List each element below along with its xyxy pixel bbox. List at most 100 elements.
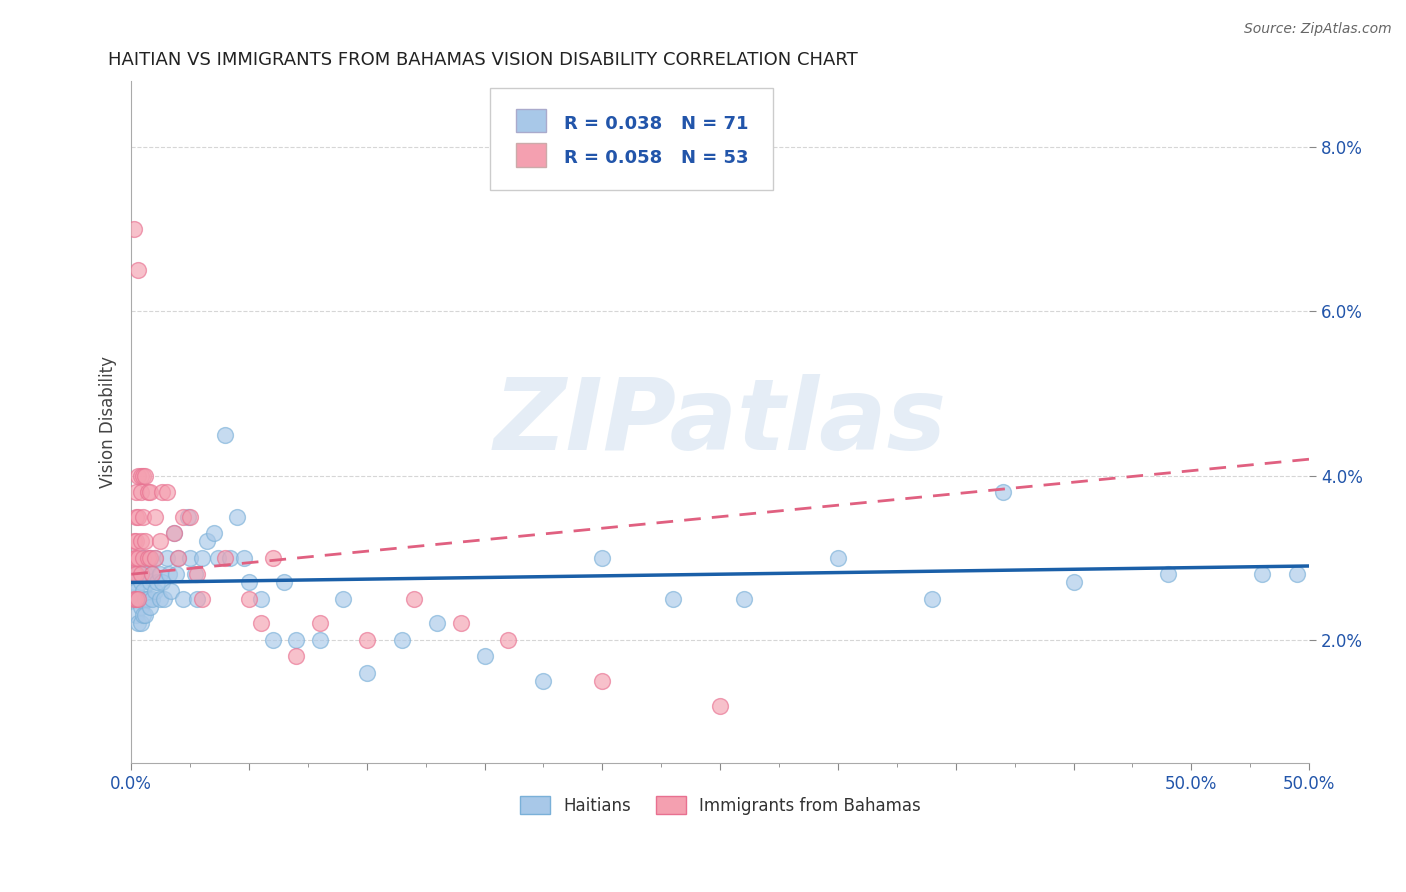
Point	[148, 567, 170, 582]
Y-axis label: Vision Disability: Vision Disability	[100, 356, 117, 488]
Point	[146, 575, 169, 590]
Legend: Haitians, Immigrants from Bahamas: Haitians, Immigrants from Bahamas	[512, 789, 929, 823]
Point	[167, 550, 190, 565]
Point	[125, 608, 148, 623]
Point	[139, 600, 162, 615]
Point	[1251, 567, 1274, 582]
Point	[136, 485, 159, 500]
Point	[134, 567, 156, 582]
Point	[733, 591, 755, 606]
Point	[921, 591, 943, 606]
Text: HAITIAN VS IMMIGRANTS FROM BAHAMAS VISION DISABILITY CORRELATION CHART: HAITIAN VS IMMIGRANTS FROM BAHAMAS VISIO…	[108, 51, 858, 69]
Point	[155, 485, 177, 500]
Point	[226, 509, 249, 524]
Point	[122, 591, 145, 606]
Point	[150, 485, 173, 500]
Point	[125, 485, 148, 500]
Text: Source: ZipAtlas.com: Source: ZipAtlas.com	[1244, 22, 1392, 37]
Point	[122, 575, 145, 590]
Point	[163, 526, 186, 541]
Point	[148, 591, 170, 606]
Point	[332, 591, 354, 606]
Point	[155, 550, 177, 565]
Point	[285, 649, 308, 664]
Point	[191, 550, 214, 565]
Point	[167, 550, 190, 565]
Point	[134, 591, 156, 606]
Point	[709, 698, 731, 713]
Point	[186, 591, 208, 606]
Point	[148, 534, 170, 549]
Point	[426, 616, 449, 631]
Point	[195, 534, 218, 549]
Point	[402, 591, 425, 606]
Point	[127, 591, 149, 606]
Point	[143, 550, 166, 565]
Point	[249, 616, 271, 631]
Point	[356, 665, 378, 680]
Point	[139, 550, 162, 565]
Point	[132, 550, 155, 565]
Point	[214, 550, 236, 565]
Point	[139, 485, 162, 500]
Point	[207, 550, 229, 565]
Point	[591, 550, 613, 565]
Point	[262, 550, 284, 565]
Text: R = 0.038   N = 71: R = 0.038 N = 71	[564, 114, 748, 133]
FancyBboxPatch shape	[516, 143, 546, 167]
Point	[134, 468, 156, 483]
Point	[127, 550, 149, 565]
Point	[172, 509, 194, 524]
Point	[136, 550, 159, 565]
Point	[136, 591, 159, 606]
Point	[172, 591, 194, 606]
Point	[202, 526, 225, 541]
Point	[134, 608, 156, 623]
Point	[591, 673, 613, 688]
Point	[125, 591, 148, 606]
Point	[308, 632, 330, 647]
FancyBboxPatch shape	[516, 109, 546, 133]
Point	[127, 567, 149, 582]
Point	[127, 509, 149, 524]
Point	[1157, 567, 1180, 582]
Point	[533, 673, 555, 688]
Text: ZIPatlas: ZIPatlas	[494, 374, 946, 471]
Point	[160, 583, 183, 598]
Point	[141, 567, 163, 582]
Point	[285, 632, 308, 647]
Point	[238, 591, 260, 606]
Point	[496, 632, 519, 647]
Point	[1063, 575, 1085, 590]
Point	[125, 550, 148, 565]
Point	[125, 534, 148, 549]
Point	[662, 591, 685, 606]
Point	[356, 632, 378, 647]
Point	[163, 526, 186, 541]
Point	[179, 550, 201, 565]
Point	[132, 509, 155, 524]
Point	[122, 222, 145, 236]
Point	[129, 616, 152, 631]
Point	[238, 575, 260, 590]
Point	[214, 427, 236, 442]
Point	[129, 567, 152, 582]
Point	[262, 632, 284, 647]
Point	[184, 567, 207, 582]
Point	[139, 550, 162, 565]
Point	[122, 567, 145, 582]
Point	[165, 567, 187, 582]
Point	[125, 509, 148, 524]
Point	[132, 550, 155, 565]
Point	[122, 550, 145, 565]
Point	[125, 567, 148, 582]
Point	[186, 567, 208, 582]
Point	[132, 468, 155, 483]
Point	[233, 550, 256, 565]
Point	[127, 616, 149, 631]
Point	[249, 591, 271, 606]
Point	[143, 550, 166, 565]
Point	[129, 485, 152, 500]
Point	[391, 632, 413, 647]
Point	[127, 591, 149, 606]
